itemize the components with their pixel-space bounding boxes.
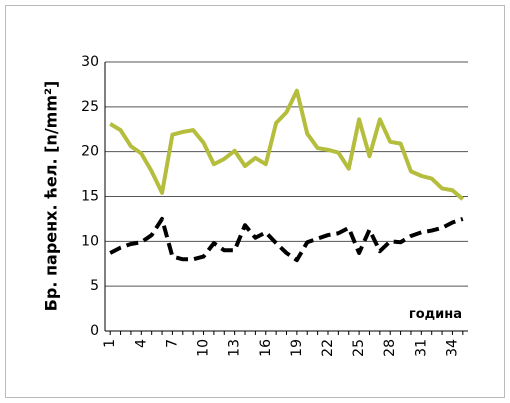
x-tick-label: 31	[413, 339, 429, 357]
y-tick-label: 20	[81, 144, 99, 160]
x-tick-label: 19	[289, 339, 305, 357]
series-line	[109, 216, 464, 263]
x-tick-label: 7	[164, 339, 180, 348]
y-tick-label: 10	[81, 233, 99, 249]
y-tick-label: 5	[90, 278, 99, 294]
y-tick-label: 15	[81, 189, 99, 205]
x-tick-label: 25	[351, 339, 367, 357]
x-tick-label: 4	[133, 339, 149, 348]
x-tick-label: 16	[258, 339, 274, 357]
y-axis-title: Бр. паренх. ћел. [n/mm²]	[42, 81, 61, 312]
y-tick-label: 25	[81, 99, 99, 115]
x-axis-title: година	[409, 307, 462, 322]
x-tick-label: 13	[227, 339, 243, 357]
x-tick-label: 1	[102, 339, 118, 348]
y-tick-label: 0	[90, 323, 99, 339]
y-tick-label: 30	[81, 54, 99, 70]
x-tick-label: 22	[320, 339, 336, 357]
x-tick-label: 28	[382, 339, 398, 357]
series-line	[109, 88, 465, 201]
x-tick-label: 10	[196, 339, 212, 357]
x-tick-label: 34	[444, 339, 460, 357]
